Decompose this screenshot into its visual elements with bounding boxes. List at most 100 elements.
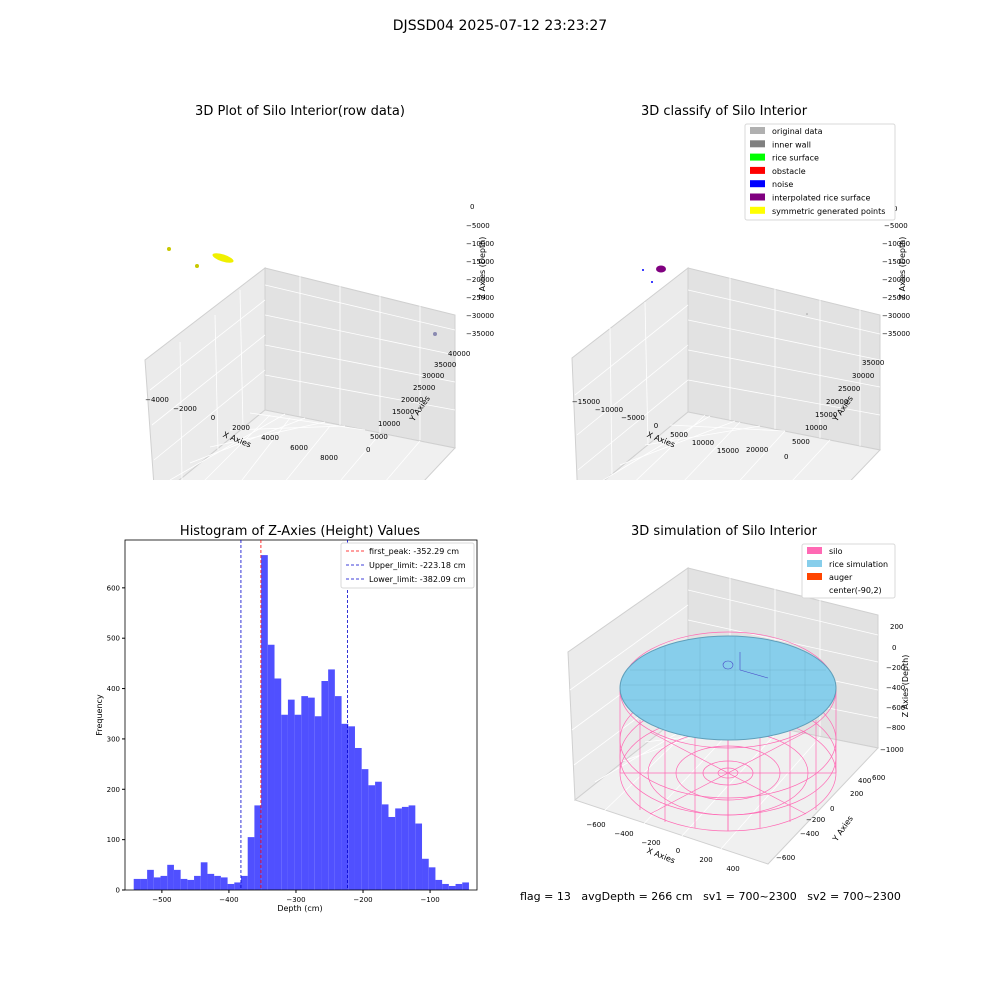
- histogram-bar: [200, 862, 208, 890]
- histogram-bar: [187, 879, 195, 890]
- raw-point: [167, 247, 171, 251]
- histogram-bar: [428, 867, 436, 890]
- simulation-legend: silo rice simulation auger center(-90,2): [801, 543, 896, 599]
- classify-xtick-label: 20000: [746, 446, 768, 454]
- classify-xtick-label: 5000: [670, 431, 688, 439]
- sim-ztick-label: −200: [886, 664, 905, 672]
- raw-xtick-label: 2000: [232, 424, 250, 432]
- sim-xtick-label: −200: [641, 839, 660, 847]
- raw-ytick-label: 10000: [378, 420, 400, 428]
- legend-swatch: [750, 180, 765, 188]
- histogram-legend: first_peak: -352.29 cm Upper_limit: -223.…: [340, 542, 475, 589]
- histogram-bar: [314, 716, 322, 890]
- histogram-bar: [381, 804, 389, 890]
- sim-ytick-label: 200: [850, 790, 863, 798]
- raw-3d-plot: −4000 −2000 0 2000 4000 6000 8000 0 5000…: [144, 203, 494, 480]
- sim-ztick-label: −800: [886, 724, 905, 732]
- classify-ytick-label: 25000: [838, 385, 860, 393]
- histogram-bar: [401, 806, 409, 890]
- sim-xaxis-label: X Axies: [646, 846, 677, 865]
- histogram-bar: [334, 696, 342, 890]
- classify-ytick-label: 0: [784, 453, 788, 461]
- legend-label: center(-90,2): [829, 586, 882, 595]
- legend-label: noise: [772, 180, 793, 189]
- classify-ytick-label: 5000: [792, 438, 810, 446]
- raw-ztick-label: −5000: [466, 222, 490, 230]
- legend-swatch: [750, 166, 765, 174]
- histogram-bar: [207, 873, 215, 890]
- classify-ztick-label: −30000: [882, 312, 910, 320]
- classify-zaxis-label: Z Axies (Depth): [898, 237, 907, 300]
- histogram-bar: [354, 747, 362, 890]
- legend-label: original data: [772, 127, 823, 136]
- legend-label: silo: [829, 547, 843, 556]
- sim-ytick-label: −200: [806, 816, 825, 824]
- status-flag: flag = 13: [520, 890, 571, 903]
- raw-ytick-label: 15000: [392, 408, 414, 416]
- histogram-bar: [422, 858, 429, 890]
- histogram-title: Histogram of Z-Axies (Height) Values: [179, 524, 421, 539]
- histogram-bar: [267, 644, 275, 890]
- histogram-bar: [321, 681, 329, 890]
- raw-ztick-label: 0: [470, 203, 474, 211]
- histogram-bar: [348, 726, 355, 890]
- raw-zaxis-label: Z Axies (Depth): [478, 237, 487, 300]
- legend-swatch: [750, 153, 765, 161]
- histogram-bar: [140, 878, 148, 890]
- legend-label: auger: [829, 573, 853, 582]
- raw-point: [433, 332, 437, 336]
- histogram-xtick-label: −100: [420, 896, 439, 904]
- histogram-bar: [254, 805, 262, 890]
- histogram-legend-label: Lower_limit: -382.09 cm: [369, 575, 466, 584]
- histogram-bar: [308, 697, 315, 890]
- classify-ytick-label: 35000: [862, 359, 884, 367]
- histogram-bar: [462, 882, 469, 890]
- rice-surface-mesh: [622, 636, 834, 740]
- classify-ztick-label: −25000: [882, 294, 910, 302]
- raw-ytick-label: 20000: [401, 396, 423, 404]
- raw-xtick-label: 8000: [320, 454, 338, 462]
- histogram-bar: [328, 669, 335, 890]
- histogram-bar: [442, 883, 449, 890]
- status-sv2: sv2 = 700~2300: [807, 890, 901, 903]
- histogram-bar: [395, 808, 402, 890]
- figure-suptitle: DJSSD04 2025-07-12 23:23:27: [392, 18, 608, 34]
- histogram-xtick-label: −500: [152, 896, 171, 904]
- histogram-xtick-label: −400: [219, 896, 238, 904]
- histogram-bar: [147, 869, 154, 890]
- legend-swatch: [807, 547, 822, 554]
- raw-surface-cluster: [212, 253, 234, 263]
- histogram-bar: [448, 885, 456, 890]
- raw-ztick-label: −25000: [466, 294, 494, 302]
- sim-ztick-label: 0: [892, 644, 896, 652]
- classify-3d-plot: −15000 −10000 −5000 0 5000 10000 15000 2…: [571, 123, 910, 480]
- sim-yaxis-label: Y Axies: [830, 814, 855, 844]
- histogram-ytick-label: 0: [116, 887, 120, 895]
- classify-ztick-label: −20000: [882, 276, 910, 284]
- histogram-bar: [281, 714, 288, 890]
- classify-plot-title: 3D classify of Silo Interior: [640, 104, 808, 119]
- classify-ytick-label: 20000: [826, 398, 848, 406]
- histogram-ytick-label: 500: [107, 635, 120, 643]
- histogram-legend-label: Upper_limit: -223.18 cm: [369, 561, 466, 570]
- histogram-bar: [160, 875, 168, 890]
- sim-ytick-label: −600: [776, 854, 795, 862]
- histogram-legend-label: first_peak: -352.29 cm: [369, 547, 459, 556]
- classify-xtick-label: 10000: [692, 439, 714, 447]
- legend-swatch: [807, 560, 822, 567]
- classify-ytick-label: 10000: [805, 424, 827, 432]
- histogram-bar: [455, 883, 463, 890]
- raw-grid-lines: [149, 275, 456, 480]
- classify-xtick-label: −10000: [595, 406, 623, 414]
- sim-zaxis-label: Z Axies (Depth): [901, 655, 910, 718]
- histogram-bar: [167, 864, 174, 890]
- histogram-xtick-label: −300: [286, 896, 305, 904]
- classify-ztick-label: −10000: [882, 240, 910, 248]
- legend-label: inner wall: [772, 140, 811, 149]
- classify-noise-point: [642, 269, 644, 271]
- raw-ztick-label: −30000: [466, 312, 494, 320]
- sim-ytick-label: 600: [872, 774, 885, 782]
- simulation-plot-title: 3D simulation of Silo Interior: [631, 524, 817, 539]
- status-avg-depth: avgDepth = 266 cm: [581, 890, 693, 903]
- histogram-bar: [294, 714, 302, 890]
